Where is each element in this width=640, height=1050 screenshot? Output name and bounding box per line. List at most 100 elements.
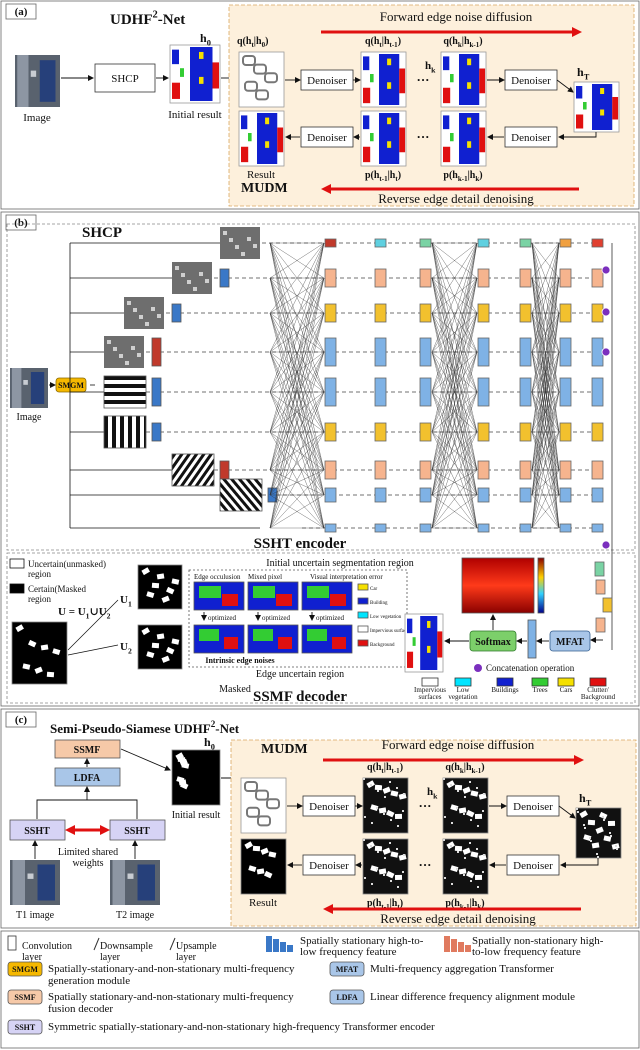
noise-thumb-blob — [450, 865, 459, 873]
feature-block — [324, 523, 337, 533]
chain-link — [244, 781, 258, 792]
mudm-box — [230, 739, 637, 927]
formula-part: h — [200, 31, 207, 45]
formula-part: 2 — [153, 9, 158, 20]
label: SSHT — [24, 826, 50, 837]
label: layer — [176, 952, 197, 963]
label: Limited shared — [58, 847, 118, 858]
nonstationary-icon — [451, 939, 457, 952]
feature-block — [374, 337, 387, 367]
noise-dot — [482, 810, 484, 812]
noise-dot — [402, 810, 404, 812]
label: Masked — [219, 684, 251, 695]
formula-part: q(h — [443, 36, 458, 47]
mesh-line — [431, 277, 478, 433]
noise-dot — [477, 825, 479, 827]
mesh-line — [531, 277, 560, 471]
aerial-car — [127, 873, 134, 879]
label: Downsample — [100, 941, 153, 952]
optimized-label: optimized — [262, 614, 290, 622]
formula-part: h — [577, 65, 584, 79]
mudm-title: MUDM — [241, 181, 288, 196]
mesh-line — [531, 312, 560, 471]
seg-building — [592, 84, 613, 130]
mesh-line — [269, 431, 325, 471]
mesh-line — [531, 242, 560, 529]
noise-dot — [397, 825, 399, 827]
noise-dot — [389, 781, 391, 783]
arrow — [560, 858, 599, 868]
noise-dot — [451, 822, 453, 824]
mesh-line — [431, 242, 478, 471]
mesh-line — [269, 277, 325, 529]
noise-thumb-blob — [587, 819, 596, 826]
ellipsis: ··· — [416, 129, 429, 144]
decoder-block — [595, 579, 606, 595]
label: Spatially stationary high-to- — [300, 935, 424, 947]
tile-patch — [307, 629, 327, 641]
noise-thumb-blob — [462, 786, 471, 794]
mesh-line — [531, 242, 560, 471]
seg-building — [241, 115, 248, 130]
nonstationary-icon — [444, 936, 450, 952]
mask-thumb-blob — [46, 671, 55, 678]
feature-block — [559, 422, 572, 442]
mesh-line — [431, 242, 478, 353]
module-tag — [329, 989, 365, 1005]
seg-tree — [370, 74, 374, 83]
mesh-line — [531, 242, 560, 496]
formula-part: q(h — [365, 36, 380, 47]
label: layer — [22, 952, 43, 963]
mesh-line — [269, 391, 325, 529]
noise-dot — [390, 819, 392, 821]
noise-thumb-blob — [474, 874, 483, 881]
noise-dot — [376, 807, 378, 809]
label: Initial result — [168, 109, 221, 121]
noise-dot — [602, 816, 604, 818]
label: Impervious — [414, 686, 446, 694]
arrow — [558, 805, 576, 819]
noise-thumb-blob — [595, 826, 604, 834]
noise-thumb-blob — [462, 847, 471, 855]
formula-part: k — [460, 767, 464, 775]
feature-block — [419, 303, 432, 323]
mask-thumb-blob — [28, 639, 37, 648]
texture-speck — [175, 266, 179, 270]
mask-thumb-blob — [141, 567, 150, 576]
mesh-line — [269, 242, 325, 279]
formula-part: ) — [400, 898, 403, 909]
feature-block — [477, 377, 490, 407]
mesh-line — [531, 391, 560, 496]
seg-building — [257, 113, 278, 164]
texture-speck — [133, 308, 137, 312]
arrow — [120, 748, 171, 771]
decoder-block — [602, 597, 613, 613]
formula-part: k — [458, 41, 462, 49]
label: T1 image — [16, 910, 55, 921]
noise-thumb-blob — [466, 870, 475, 879]
mesh-line — [431, 469, 478, 496]
certain-swatch — [9, 583, 25, 594]
colorbar — [537, 557, 545, 614]
formula-part: T — [584, 73, 590, 82]
seg-building — [459, 54, 480, 105]
decoder-block — [594, 561, 605, 577]
mesh-line — [431, 431, 478, 529]
optimized-label: optimized — [316, 614, 344, 622]
mask-thumb-blob — [248, 865, 257, 873]
mesh-line — [269, 351, 325, 471]
mask-thumb-blob — [256, 868, 265, 875]
label: region — [28, 594, 51, 604]
seg-building — [407, 618, 413, 634]
mesh-line — [269, 242, 325, 496]
feature-block — [324, 303, 337, 323]
formula-part: ) — [479, 170, 482, 181]
mesh-line — [431, 469, 478, 529]
feature-block — [559, 238, 572, 248]
label: Clutter/ — [587, 686, 608, 694]
feature-block — [559, 337, 572, 367]
formula-part: 0 — [262, 41, 266, 49]
formula-part: |h — [464, 762, 472, 773]
feature-block — [477, 523, 490, 533]
denoiser-label: Denoiser — [511, 75, 551, 87]
